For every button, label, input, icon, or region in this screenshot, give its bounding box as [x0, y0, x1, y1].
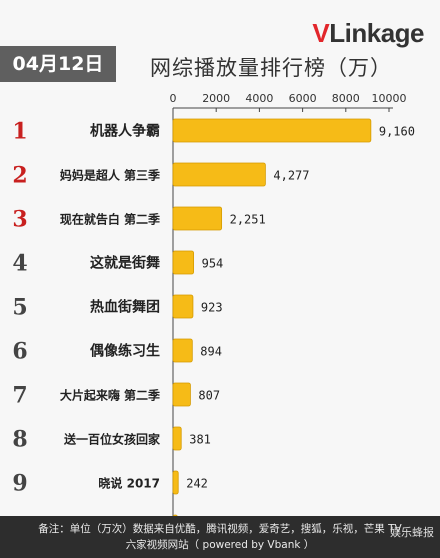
footer-note: 备注：单位（万次）数据来自优酷，腾讯视频，爱奇艺，搜狐，乐视，芒果 TV 六家视… — [0, 516, 440, 558]
bar — [172, 250, 195, 275]
rank-number: 10 — [5, 515, 36, 517]
show-name-label: 送一百位女孩回家 — [63, 432, 161, 447]
rank-number: 7 — [12, 383, 27, 409]
bar — [172, 162, 266, 187]
x-tick-label: 8000 — [332, 92, 360, 105]
show-name-label: 热血街舞团 — [90, 299, 160, 316]
rank-number: 3 — [12, 207, 27, 233]
value-label: 954 — [202, 257, 224, 271]
show-name-label: 现在就告白 第二季 — [60, 212, 161, 227]
value-label: 923 — [201, 301, 223, 315]
vlinkage-logo: VLinkage — [312, 18, 424, 49]
x-tick-label: 4000 — [245, 92, 273, 105]
logo-rest: Linkage — [329, 18, 424, 48]
bar — [172, 514, 178, 516]
rank-number: 6 — [12, 339, 27, 365]
bar — [172, 294, 194, 319]
rank-number: 2 — [12, 163, 27, 189]
show-name-label: 偶像练习生 — [90, 343, 160, 360]
rank-number: 4 — [12, 251, 27, 277]
chart-title: 网综播放量排行榜（万） — [150, 56, 392, 80]
x-tick-label: 6000 — [289, 92, 317, 105]
value-label: 807 — [198, 389, 220, 403]
value-label: 4,277 — [273, 169, 309, 183]
bar-chart: 0 2000 4000 6000 8000 10000 1 机器人争霸 9,160 2 妈妈是超人 … — [5, 92, 415, 517]
show-name-label: 大片起来嗨 第二季 — [60, 388, 161, 403]
footer-line-2: 六家视频网站（ powered by Vbank ） — [125, 539, 315, 551]
date-badge: 04月12日 — [0, 46, 116, 82]
value-label: 2,251 — [230, 213, 266, 227]
logo-v: V — [312, 18, 330, 48]
x-tick-label: 10000 — [372, 92, 407, 105]
show-name-label: 这就是街舞 — [90, 255, 160, 272]
watermark: 娱乐蜂报 — [390, 526, 434, 539]
rank-number: 1 — [12, 119, 27, 145]
x-tick-label: 0 — [170, 92, 177, 105]
bar — [172, 382, 191, 407]
bar — [172, 206, 223, 231]
bar — [172, 470, 179, 495]
footer-line-1: 备注：单位（万次）数据来自优酷，腾讯视频，爱奇艺，搜狐，乐视，芒果 TV — [38, 523, 402, 535]
value-label: 9,160 — [379, 125, 415, 139]
bar — [172, 118, 372, 143]
x-tick-label: 2000 — [202, 92, 230, 105]
bar — [172, 426, 182, 451]
rank-number: 8 — [12, 427, 27, 453]
show-name-label: 妈妈是超人 第三季 — [60, 168, 161, 183]
show-name-label: 晓说 2017 — [98, 476, 160, 491]
value-label: 894 — [200, 345, 222, 359]
bar — [172, 338, 193, 363]
value-label: 381 — [189, 433, 211, 447]
value-label: 242 — [186, 477, 208, 491]
rank-number: 5 — [12, 295, 27, 321]
show-name-label: 机器人争霸 — [90, 123, 160, 140]
rank-number: 9 — [12, 471, 27, 497]
